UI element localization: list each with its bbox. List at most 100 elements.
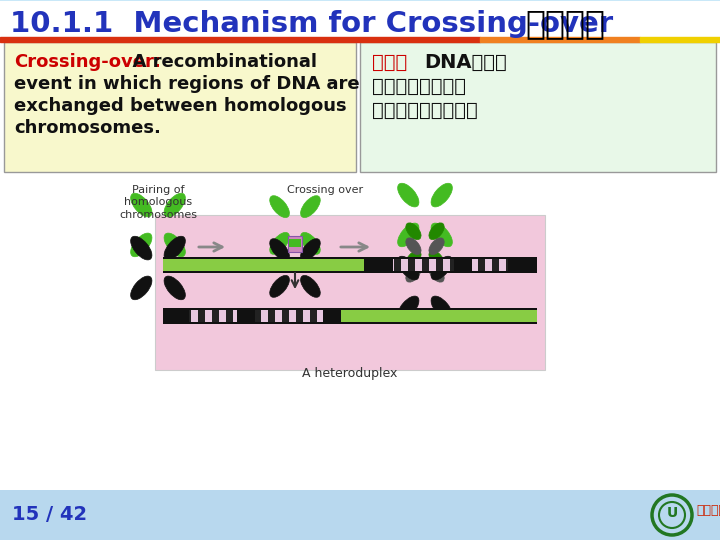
Bar (345, 310, 352, 322)
Ellipse shape (164, 236, 185, 260)
Bar (226, 259, 233, 271)
Ellipse shape (431, 256, 452, 280)
Bar (289, 259, 296, 271)
Bar (163, 271, 537, 273)
Bar (0, 37, 480, 42)
Ellipse shape (431, 223, 452, 247)
Bar (289, 239, 301, 247)
Bar (198, 259, 205, 271)
Text: chromosomes.: chromosomes. (14, 119, 161, 137)
Bar (436, 310, 443, 322)
Bar (296, 259, 303, 271)
Ellipse shape (406, 251, 421, 267)
Bar (443, 310, 450, 322)
Ellipse shape (429, 251, 444, 267)
Bar (366, 310, 373, 322)
Bar (275, 310, 282, 322)
Bar (184, 310, 191, 322)
Bar (191, 310, 198, 322)
Bar (436, 259, 443, 271)
Ellipse shape (406, 223, 421, 240)
Bar (450, 310, 457, 322)
Bar (338, 310, 345, 322)
Bar (394, 259, 401, 271)
Bar (422, 310, 429, 322)
Bar (261, 259, 268, 271)
Bar (296, 310, 303, 322)
Bar (415, 259, 422, 271)
Bar (226, 310, 233, 322)
Bar (331, 259, 338, 271)
Text: Pairing of
homologous
chromosomes: Pairing of homologous chromosomes (119, 185, 197, 220)
Ellipse shape (130, 276, 152, 300)
Ellipse shape (397, 223, 419, 247)
Bar (457, 310, 464, 322)
Ellipse shape (397, 256, 419, 280)
Ellipse shape (397, 296, 419, 320)
Bar (508, 256, 537, 273)
Bar (177, 310, 184, 322)
Text: 同源染色体之间发: 同源染色体之间发 (372, 77, 466, 96)
Ellipse shape (164, 233, 185, 256)
Bar (471, 310, 478, 322)
Bar (443, 259, 450, 271)
Bar (219, 259, 226, 271)
Text: Crossing over: Crossing over (287, 185, 363, 195)
Bar (289, 310, 296, 322)
Ellipse shape (300, 239, 320, 261)
Bar (364, 258, 393, 272)
Bar (387, 259, 394, 271)
Bar (205, 310, 212, 322)
Bar (450, 259, 457, 271)
Bar (303, 310, 310, 322)
Bar (240, 259, 247, 271)
Bar (359, 259, 366, 271)
Bar (163, 259, 364, 271)
Bar (310, 310, 317, 322)
Bar (163, 308, 189, 324)
Bar (324, 310, 331, 322)
Text: 交换：: 交换： (372, 53, 408, 72)
Bar (454, 258, 472, 272)
Bar (198, 310, 205, 322)
Bar (212, 310, 219, 322)
Bar (527, 310, 534, 322)
Bar (191, 259, 198, 271)
Bar (422, 259, 429, 271)
Bar (640, 37, 720, 42)
Bar (387, 310, 394, 322)
Bar (163, 308, 537, 310)
Bar (520, 310, 527, 322)
Bar (163, 310, 170, 322)
Bar (506, 310, 513, 322)
Text: 10.1.1  Mechanism for Crossing-over: 10.1.1 Mechanism for Crossing-over (10, 10, 613, 38)
Bar (485, 259, 492, 271)
Ellipse shape (270, 195, 289, 218)
Bar (268, 310, 275, 322)
Ellipse shape (164, 193, 185, 217)
Bar (478, 310, 485, 322)
Bar (288, 236, 302, 252)
Text: Crossing-over:: Crossing-over: (14, 53, 161, 71)
Text: U: U (667, 506, 678, 520)
Bar (506, 259, 513, 271)
Bar (359, 310, 366, 322)
Bar (170, 310, 177, 322)
Bar (415, 310, 422, 322)
Bar (163, 322, 537, 324)
Bar (0, 172, 720, 492)
Bar (401, 259, 408, 271)
Bar (324, 259, 331, 271)
Ellipse shape (300, 275, 320, 298)
Ellipse shape (429, 266, 444, 282)
Ellipse shape (270, 232, 289, 254)
Bar (360, 42, 716, 172)
Bar (310, 259, 317, 271)
Ellipse shape (431, 296, 452, 320)
Text: A heteroduplex: A heteroduplex (302, 367, 397, 380)
Text: DNA区域在: DNA区域在 (424, 53, 507, 72)
Bar (303, 259, 310, 271)
Ellipse shape (406, 238, 421, 254)
Bar (237, 309, 255, 323)
Text: 交换机理: 交换机理 (525, 8, 605, 40)
